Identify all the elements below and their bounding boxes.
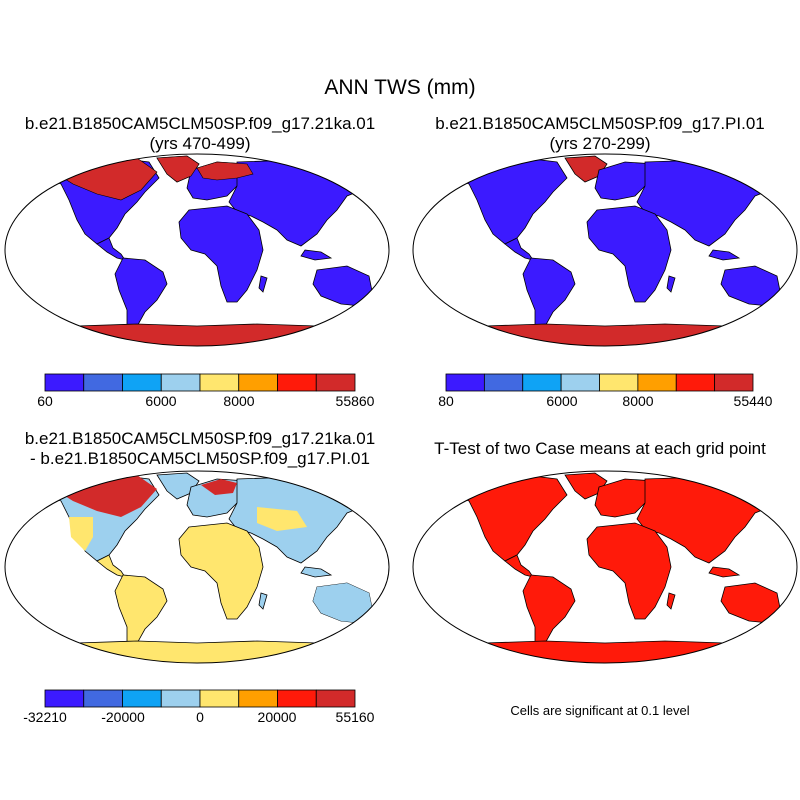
- cb2-swatch-4: [599, 373, 639, 392]
- cb1-swatch-4: [199, 373, 240, 392]
- cb1-swatch-3: [160, 373, 201, 392]
- diff-asia-yellow: [257, 507, 307, 531]
- diff-us-east: [93, 517, 121, 541]
- land-africa: [178, 205, 264, 303]
- colorbar-difference: [44, 689, 356, 708]
- land-madagascar: [258, 275, 268, 293]
- land-new-zealand: [374, 622, 384, 636]
- land-new-zealand: [374, 305, 384, 319]
- cb1-swatch-7: [315, 373, 356, 392]
- cb1-label-3: 55860: [335, 393, 375, 409]
- map-ttest: [412, 470, 798, 664]
- ice-scandinavia: [196, 161, 254, 181]
- land-north-america: [444, 474, 568, 562]
- cb2-swatch-5: [637, 373, 677, 392]
- land-indonesia: [708, 566, 741, 578]
- colorbar-case2: [445, 373, 754, 392]
- map-outline: [412, 470, 798, 664]
- cb2-label-2: 8000: [622, 393, 654, 409]
- panel1-title: b.e21.B1850CAM5CLM50SP.f09_g17.21ka.01 (…: [0, 114, 400, 154]
- panel3-title: b.e21.B1850CAM5CLM50SP.f09_g17.21ka.01 -…: [0, 429, 400, 469]
- panel1-title-line2: (yrs 470-499): [149, 134, 251, 153]
- cb1-label-1: 6000: [145, 393, 177, 409]
- panel1-title-line1: b.e21.B1850CAM5CLM50SP.f09_g17.21ka.01: [24, 114, 376, 133]
- diff-australia: [313, 583, 373, 623]
- land-central-america: [504, 554, 534, 578]
- cb3-label-4: 55160: [335, 709, 375, 725]
- ice-greenland: [156, 155, 200, 183]
- cb1-swatch-6: [277, 373, 317, 392]
- cb2-swatch-7: [714, 373, 754, 392]
- land-new-zealand: [782, 622, 792, 636]
- land-south-america: [522, 574, 576, 648]
- panel3-title-line1: b.e21.B1850CAM5CLM50SP.f09_g17.21ka.01: [24, 429, 376, 448]
- diff-ice-scandinavia: [201, 479, 237, 495]
- land-north-america: [444, 157, 568, 245]
- land-indonesia: [300, 249, 333, 261]
- panel2-title: b.e21.B1850CAM5CLM50SP.f09_g17.PI.01 (yr…: [400, 114, 800, 154]
- land-madagascar: [666, 275, 676, 293]
- cb3-label-2: 0: [196, 709, 204, 725]
- cb3-swatch-5: [238, 689, 278, 708]
- land-south-america: [114, 574, 168, 648]
- cb1-swatch-0: [44, 373, 85, 392]
- cb3-swatch-6: [277, 689, 317, 708]
- map-outline: [4, 470, 390, 664]
- panel3-title-line2: - b.e21.B1850CAM5CLM50SP.f09_g17.PI.01: [30, 449, 370, 468]
- cb3-swatch-4: [199, 689, 240, 708]
- land-australia: [312, 265, 374, 307]
- cb1-label-0: 60: [37, 393, 53, 409]
- cb1-label-2: 8000: [223, 393, 255, 409]
- land-indonesia: [300, 566, 333, 578]
- land-new-zealand: [782, 305, 792, 319]
- cb3-label-3: 20000: [257, 709, 297, 725]
- land-south-america: [522, 257, 576, 331]
- cb3-label-0: -32210: [23, 709, 67, 725]
- cb3-swatch-2: [122, 689, 162, 708]
- cb2-swatch-2: [522, 373, 562, 392]
- land-indonesia: [708, 249, 741, 261]
- diff-us-west: [69, 517, 93, 551]
- cb1-swatch-1: [83, 373, 123, 392]
- map-outline: [4, 153, 390, 347]
- cb2-label-0: 80: [438, 393, 454, 409]
- figure-title: ANN TWS (mm): [324, 76, 476, 99]
- map-case2: [412, 153, 798, 347]
- cb3-swatch-3: [160, 689, 201, 708]
- land-africa: [586, 522, 672, 620]
- cb2-label-3: 55440: [733, 393, 773, 409]
- map-outline: [412, 153, 798, 347]
- land-madagascar: [666, 592, 676, 610]
- land-australia: [720, 582, 782, 624]
- panel4-title: T-Test of two Case means at each grid po…: [400, 439, 800, 459]
- map-difference: [4, 470, 390, 664]
- cb3-swatch-0: [44, 689, 85, 708]
- land-africa: [586, 205, 672, 303]
- land-madagascar: [258, 592, 268, 610]
- land-central-america: [504, 237, 534, 261]
- map-case1: [4, 153, 390, 347]
- land-australia: [720, 265, 782, 307]
- panel4-title-line1: T-Test of two Case means at each grid po…: [434, 439, 766, 458]
- cb1-swatch-5: [238, 373, 278, 392]
- panel2-title-line1: b.e21.B1850CAM5CLM50SP.f09_g17.PI.01: [435, 114, 765, 133]
- colorbar-case1: [44, 373, 356, 392]
- land-africa: [178, 522, 264, 620]
- cb1-swatch-2: [122, 373, 162, 392]
- land-central-america: [96, 554, 126, 578]
- panel2-title-line2: (yrs 270-299): [549, 134, 651, 153]
- cb2-swatch-1: [483, 373, 524, 392]
- cb2-label-1: 6000: [546, 393, 578, 409]
- cb3-label-1: -20000: [101, 709, 145, 725]
- cb3-swatch-1: [83, 689, 123, 708]
- cb2-swatch-6: [675, 373, 716, 392]
- land-central-america: [96, 237, 126, 261]
- cb2-swatch-3: [560, 373, 600, 392]
- land-south-america: [114, 257, 168, 331]
- cb2-swatch-0: [445, 373, 485, 392]
- cb3-swatch-7: [315, 689, 356, 708]
- significance-note: Cells are significant at 0.1 level: [510, 703, 690, 718]
